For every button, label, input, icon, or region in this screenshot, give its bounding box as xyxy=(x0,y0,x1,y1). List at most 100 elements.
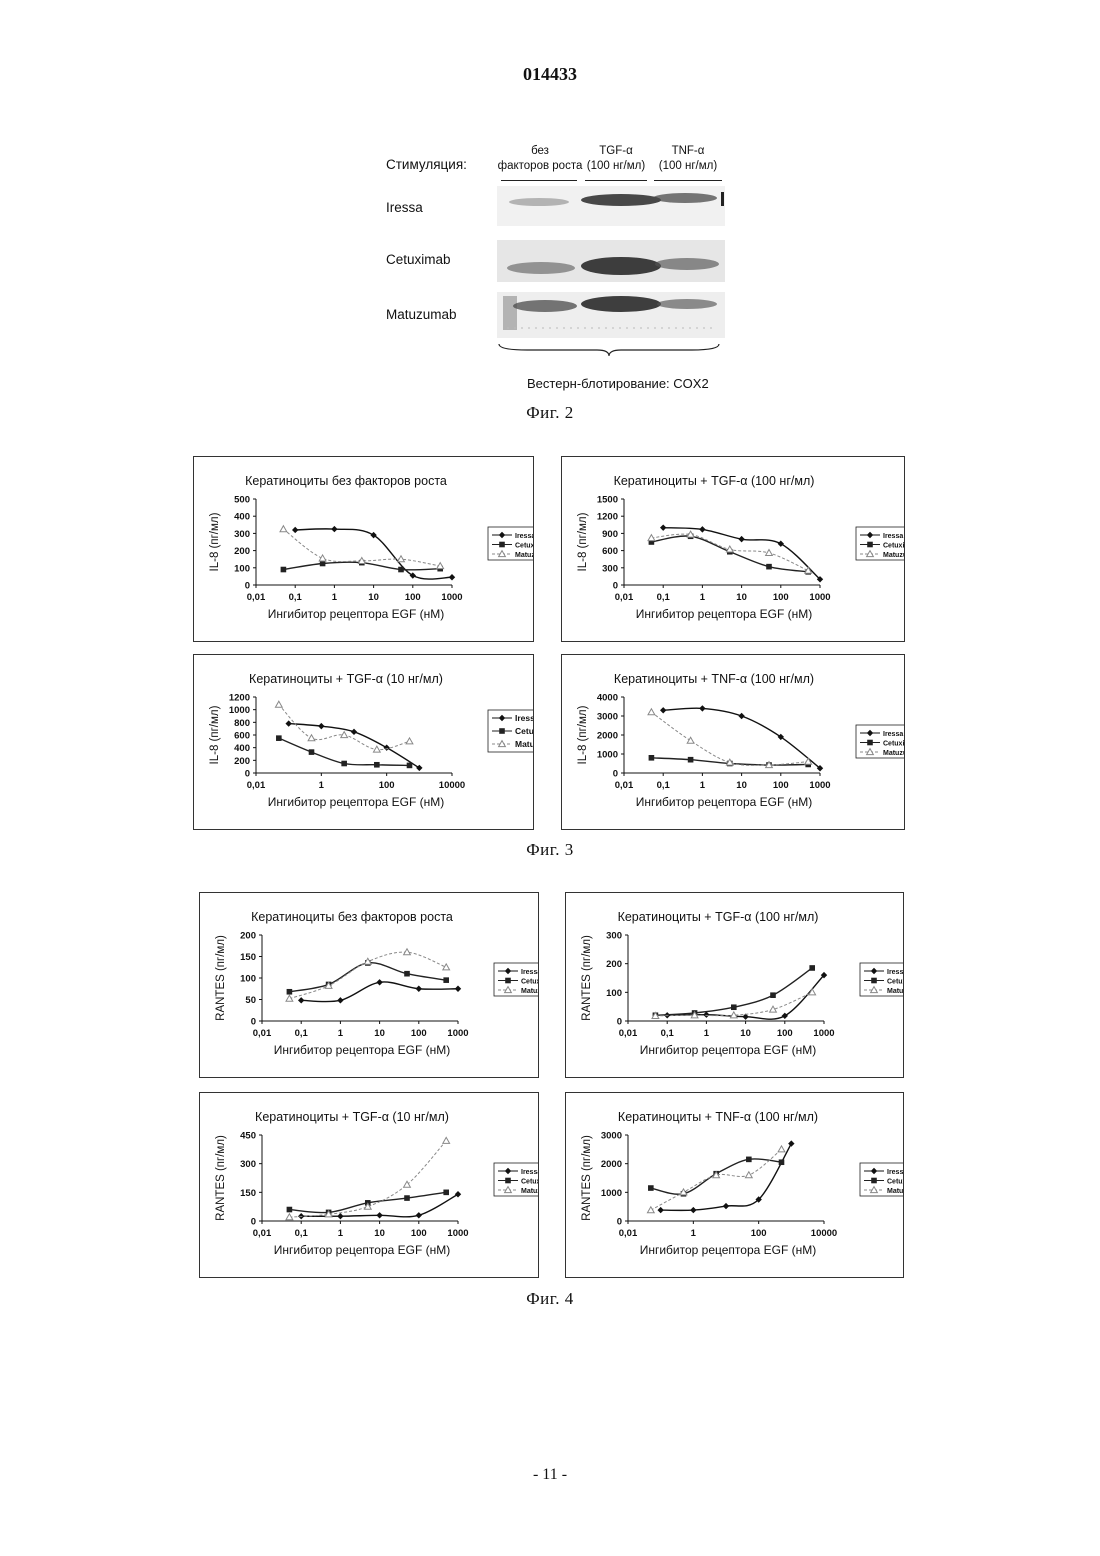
legend-label-iressa: Iressa xyxy=(887,969,903,976)
x-axis-label: Ингибитор рецептора EGF (нМ) xyxy=(268,795,445,809)
x-tick-label: 100 xyxy=(773,780,789,791)
blot-band xyxy=(653,193,717,203)
chart-rantes-tgf-10: Кератиноциты + TGF-α (10 нг/мл)015030045… xyxy=(199,1092,539,1278)
legend-marker-cetuximab xyxy=(505,1178,511,1184)
y-tick-label: 50 xyxy=(245,995,256,1006)
series-iressa xyxy=(657,1140,794,1213)
data-point-cetuximab xyxy=(407,763,413,769)
x-tick-label: 0,01 xyxy=(615,592,634,603)
data-point-cetuximab xyxy=(649,755,655,761)
y-tick-label: 1500 xyxy=(597,495,618,506)
data-point-cetuximab xyxy=(648,1185,654,1191)
x-tick-label: 0,1 xyxy=(661,1028,675,1039)
legend-label-cetuximab: Cetuximab xyxy=(515,726,533,736)
y-tick-label: 100 xyxy=(240,974,256,985)
x-axis-label: Ингибитор рецептора EGF (нМ) xyxy=(640,1243,817,1257)
chart-svg: Кератиноциты + TGF-α (10 нг/мл)020040060… xyxy=(194,655,533,829)
lane-header-tgf: TGF-α (100 нг/мл) xyxy=(583,144,649,174)
legend-label-iressa: Iressa xyxy=(515,713,533,723)
chart-title: Кератиноциты + TGF-α (100 нг/мл) xyxy=(618,910,819,924)
x-axis-label: Ингибитор рецептора EGF (нМ) xyxy=(636,795,813,809)
legend-label-cetuximab: Cetuximab xyxy=(521,979,538,986)
lane-header-line2: (100 нг/мл) xyxy=(583,159,649,174)
lane-header-line2: (100 нг/мл) xyxy=(652,159,724,174)
series-matuzumab xyxy=(286,949,450,1001)
chart-svg: Кератиноциты без факторов роста010020030… xyxy=(194,457,533,641)
y-tick-label: 1000 xyxy=(597,750,618,761)
y-tick-label: 600 xyxy=(234,731,250,742)
x-tick-label: 0,1 xyxy=(657,592,671,603)
legend-label-iressa: Iressa xyxy=(521,1169,538,1176)
chart-il8-tgf-10: Кератиноциты + TGF-α (10 нг/мл)020040060… xyxy=(193,654,534,830)
legend-label-matuzumab: Matuzumab xyxy=(521,1188,538,1195)
y-tick-label: 800 xyxy=(234,718,250,729)
data-point-matuzumab xyxy=(443,964,450,970)
data-point-cetuximab xyxy=(809,965,815,971)
chart-title: Кератиноциты без факторов роста xyxy=(251,910,453,924)
chart-svg: Кератиноциты + TNF-α (100 нг/мл)01000200… xyxy=(562,655,904,829)
series-iressa xyxy=(660,524,823,582)
y-tick-label: 200 xyxy=(234,546,250,557)
chart-rantes-tnf-100: Кератиноциты + TNF-α (100 нг/мл)01000200… xyxy=(565,1092,904,1278)
chart-legend: IressaCetuximabMatuzumab xyxy=(494,963,538,996)
blot-band xyxy=(581,257,661,275)
chart-il8-tgf-100: Кератиноциты + TGF-α (100 нг/мл)03006009… xyxy=(561,456,905,642)
data-point-cetuximab xyxy=(398,567,404,573)
series-cetuximab xyxy=(276,735,412,768)
data-point-cetuximab xyxy=(731,1004,737,1010)
legend-marker-cetuximab xyxy=(871,1178,877,1184)
data-point-iressa xyxy=(699,705,705,711)
data-point-iressa xyxy=(660,707,666,713)
chart-svg: Кератиноциты + TGF-α (100 нг/мл)03006009… xyxy=(562,457,904,641)
chart-title: Кератиноциты + TNF-α (100 нг/мл) xyxy=(618,1110,818,1124)
x-tick-label: 1000 xyxy=(809,780,830,791)
data-point-cetuximab xyxy=(281,567,287,573)
x-axis-label: Ингибитор рецептора EGF (нМ) xyxy=(640,1043,817,1057)
data-point-cetuximab xyxy=(443,977,449,983)
legend-label-iressa: Iressa xyxy=(883,533,903,540)
series-matuzumab xyxy=(280,526,444,569)
x-tick-label: 0,01 xyxy=(247,592,266,603)
data-point-iressa xyxy=(416,986,422,992)
chart-title: Кератиноциты + TGF-α (10 нг/мл) xyxy=(255,1110,449,1124)
chart-legend: IressaCetuximabMatuzumab xyxy=(488,527,533,560)
series-line-matuzumab xyxy=(651,1149,782,1210)
legend-marker-cetuximab xyxy=(499,728,505,734)
legend-marker-cetuximab xyxy=(499,542,505,548)
x-tick-label: 0,01 xyxy=(615,780,634,791)
y-tick-label: 0 xyxy=(617,1017,622,1028)
y-axis-label: IL-8 (пг/мл) xyxy=(209,705,221,764)
data-point-cetuximab xyxy=(320,561,326,567)
series-line-matuzumab xyxy=(279,705,410,750)
legend-label-cetuximab: Cetuximab xyxy=(883,543,904,550)
y-tick-label: 0 xyxy=(251,1017,256,1028)
data-point-cetuximab xyxy=(287,989,293,995)
chart-svg: Кератиноциты без факторов роста050100150… xyxy=(200,893,538,1077)
data-point-iressa xyxy=(376,979,382,985)
series-iressa xyxy=(664,972,827,1020)
legend-label-iressa: Iressa xyxy=(887,1169,903,1176)
lane-bracket xyxy=(497,342,722,358)
x-tick-label: 1 xyxy=(691,1228,697,1239)
data-point-iressa xyxy=(285,720,291,726)
y-tick-label: 200 xyxy=(234,756,250,767)
y-tick-label: 900 xyxy=(602,529,618,540)
legend-label-matuzumab: Matuzumab xyxy=(887,1188,903,1195)
legend-marker-cetuximab xyxy=(505,978,511,984)
blot-band xyxy=(503,296,517,330)
y-tick-label: 1200 xyxy=(597,512,618,523)
x-tick-label: 0,01 xyxy=(247,780,266,791)
x-tick-label: 1000 xyxy=(809,592,830,603)
data-point-iressa xyxy=(788,1140,794,1146)
chart-svg: Кератиноциты + TNF-α (100 нг/мл)01000200… xyxy=(566,1093,903,1277)
y-tick-label: 200 xyxy=(606,959,622,970)
blot-band-row-matuzumab xyxy=(497,292,725,338)
data-point-cetuximab xyxy=(287,1207,293,1213)
y-tick-label: 300 xyxy=(240,1159,256,1170)
data-point-cetuximab xyxy=(374,762,380,768)
blot-band xyxy=(721,192,724,206)
series-matuzumab xyxy=(275,701,412,752)
series-cetuximab xyxy=(649,533,811,574)
chart-il8-no-growth-factors: Кератиноциты без факторов роста010020030… xyxy=(193,456,534,642)
stimulation-label: Стимуляция: xyxy=(386,157,467,172)
